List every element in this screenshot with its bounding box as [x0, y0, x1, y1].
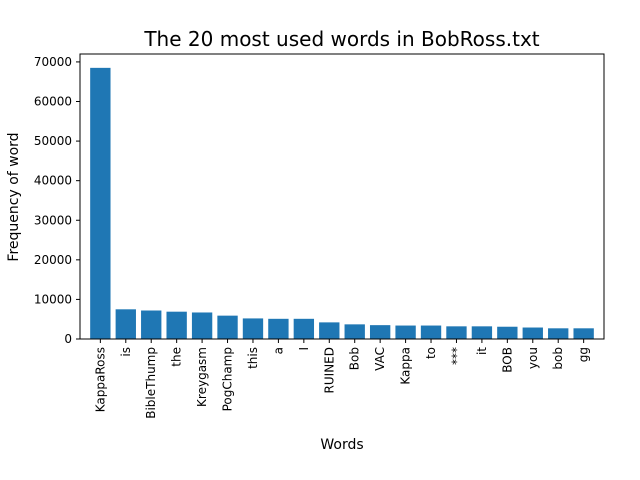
x-tick-label: to [424, 347, 438, 359]
y-tick-label: 0 [64, 332, 72, 346]
x-axis: KappaRoss is BibleThump the Kreygasm PogChamp… [93, 339, 591, 419]
bar [242, 318, 264, 339]
x-tick-label: BibleThump [144, 347, 158, 419]
bar [446, 326, 467, 339]
y-tick-label: 20000 [34, 253, 72, 267]
plot-frame [79, 53, 605, 340]
x-axis-label: Words [320, 437, 363, 453]
x-tick-label: RUINED [322, 347, 336, 393]
bar [191, 312, 213, 339]
x-tick-label: gg [577, 347, 591, 362]
bars-group [90, 67, 594, 340]
bar [319, 322, 340, 339]
chart-title: The 20 most used words in BobRoss.txt [143, 27, 539, 51]
bar [268, 318, 289, 339]
bar [369, 325, 391, 339]
x-tick-label: Kappa [399, 347, 413, 385]
x-tick-label: this [246, 347, 260, 369]
bar [548, 328, 569, 339]
bar [293, 318, 315, 339]
x-tick-label: PogChamp [221, 347, 235, 411]
bar [573, 328, 594, 339]
y-axis: 0 10000 20000 30000 40000 50000 60000 70000 [34, 55, 80, 346]
x-tick-label: you [526, 347, 540, 369]
y-tick-label: 50000 [34, 134, 72, 148]
x-tick-label: BOB [500, 347, 514, 373]
x-tick-label: Kreygasm [195, 347, 209, 407]
x-tick-label: it [475, 347, 489, 355]
x-tick-label: bob [551, 347, 565, 370]
x-tick-label: I [297, 347, 311, 351]
bar [90, 67, 111, 340]
bar [522, 327, 543, 339]
x-tick-label: is [119, 347, 133, 357]
y-tick-label: 40000 [34, 174, 72, 188]
bar [344, 324, 365, 339]
x-tick-label: VAC [373, 347, 387, 371]
bar [141, 310, 162, 339]
bar [166, 311, 187, 339]
bar [217, 315, 238, 339]
y-tick-label: 10000 [34, 292, 72, 306]
y-tick-label: 70000 [34, 55, 72, 69]
x-tick-label: *** [449, 347, 463, 365]
bar [115, 309, 136, 339]
bar [395, 325, 416, 339]
y-tick-label: 30000 [34, 213, 72, 227]
x-tick-label: the [170, 347, 184, 367]
x-tick-label: a [271, 347, 285, 354]
bar [420, 325, 442, 339]
bar [471, 326, 493, 339]
bar [497, 326, 518, 339]
x-tick-label: KappaRoss [93, 347, 107, 412]
y-axis-label: Frequency of word [6, 132, 22, 261]
y-tick-label: 60000 [34, 95, 72, 109]
x-tick-label: Bob [348, 347, 362, 370]
